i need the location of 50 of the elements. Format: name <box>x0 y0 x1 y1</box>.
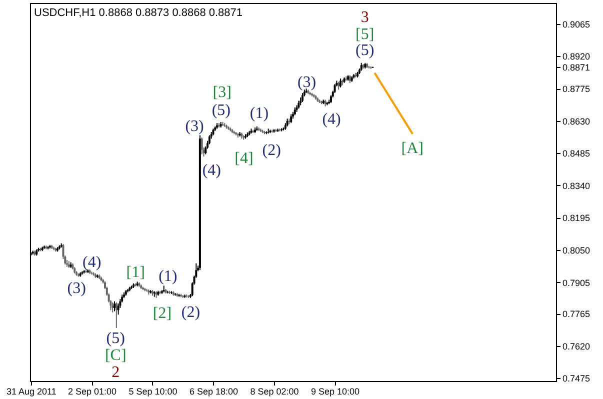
annotation: (5) <box>355 42 374 59</box>
x-tick-label: 8 Sep 02:00 <box>250 386 299 396</box>
annotation: (1) <box>158 268 178 285</box>
annotation: (2) <box>181 304 200 321</box>
annotation: (1) <box>250 105 269 122</box>
x-tick-label: 9 Sep 10:00 <box>311 386 360 396</box>
candlestick <box>267 128 270 134</box>
candlestick <box>114 300 116 312</box>
annotation: (3) <box>185 118 204 135</box>
y-tick-label: 0.8775 <box>562 84 590 94</box>
y-tick-label: 0.8485 <box>562 148 590 159</box>
annotation: 3 <box>360 9 369 26</box>
annotation: (4) <box>82 254 102 271</box>
y-tick-label: 0.7475 <box>562 374 590 384</box>
annotation: 2 <box>112 364 120 381</box>
y-tick-label: 0.9065 <box>562 19 590 30</box>
y-tick-label: 0.8630 <box>562 116 590 126</box>
annotation: [3] <box>212 84 232 101</box>
annotation: (3) <box>297 74 316 91</box>
y-tick-label: 0.8050 <box>562 246 590 256</box>
annotation: [4] <box>234 150 254 167</box>
annotation: (5) <box>106 330 125 347</box>
annotation: [2] <box>152 305 172 322</box>
y-tick-label: 0.7905 <box>562 278 590 288</box>
x-tick-label: 31 Aug 2011 <box>6 386 56 396</box>
annotation: (5) <box>212 102 231 119</box>
y-tick-label: 0.8340 <box>562 180 590 191</box>
annotation: [C] <box>104 347 126 364</box>
y-tick-label: 0.7765 <box>562 309 590 320</box>
candlestick <box>200 137 203 155</box>
annotation: (2) <box>262 142 281 159</box>
candlestick <box>278 128 281 132</box>
candlestick <box>117 302 120 316</box>
annotation: (4) <box>322 111 341 128</box>
annotation: (4) <box>202 162 222 179</box>
candlestick <box>188 294 190 298</box>
annotation: (3) <box>67 280 86 297</box>
annotation: [A] <box>401 140 424 157</box>
x-tick-label: 6 Sep 18:00 <box>189 386 238 396</box>
y-tick-label: 0.7620 <box>562 341 590 352</box>
chart-title: USDCHF,H1 0.8868 0.8873 0.8868 0.8871 <box>34 7 243 19</box>
candlestick <box>115 302 118 328</box>
y-tick-label: 0.8920 <box>562 52 590 62</box>
annotation: [1] <box>126 264 145 281</box>
y-tick-label: 0.8871 <box>562 62 590 73</box>
x-tick-label: 5 Sep 10:00 <box>128 386 178 396</box>
candlestick <box>112 302 114 313</box>
x-tick-label: 2 Sep 01:00 <box>68 386 116 396</box>
annotation: [5] <box>355 26 374 43</box>
y-tick-label: 0.8195 <box>562 213 590 224</box>
